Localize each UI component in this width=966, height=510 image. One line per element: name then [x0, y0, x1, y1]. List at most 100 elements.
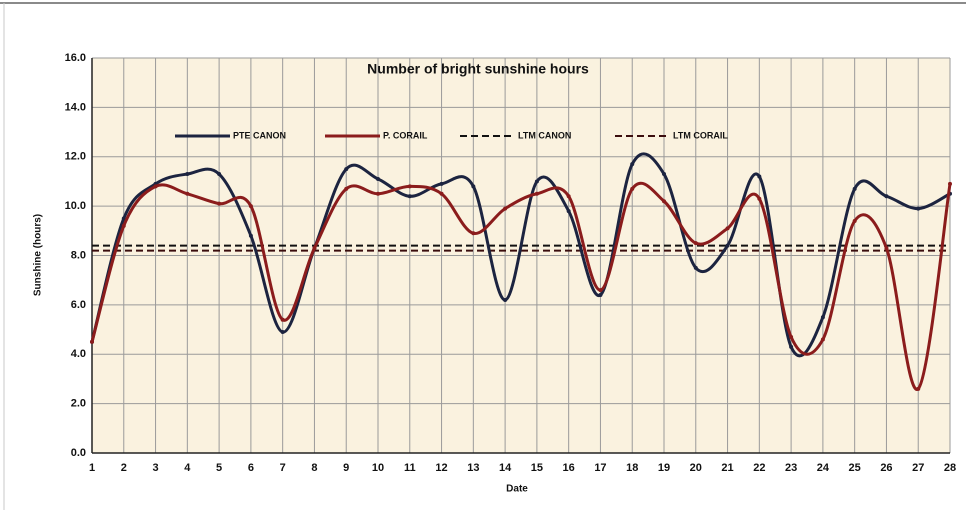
series-marker	[725, 226, 730, 231]
series-marker	[185, 191, 190, 196]
y-tick-label: 8.0	[71, 249, 86, 261]
series-marker	[916, 386, 921, 391]
series-marker	[248, 233, 253, 238]
series-marker	[534, 191, 539, 196]
legend: PTE CANON P. CORAIL LTM CANON LTM CORAIL	[175, 130, 728, 140]
series-marker	[662, 199, 666, 204]
x-tick-label: 7	[280, 462, 286, 474]
series-marker	[630, 162, 635, 167]
x-tick-label: 28	[944, 462, 956, 474]
series-marker	[312, 246, 317, 251]
series-marker	[217, 172, 222, 177]
x-tick-label: 5	[216, 462, 222, 474]
y-tick-label: 6.0	[71, 299, 86, 311]
series-marker	[820, 337, 825, 342]
series-marker	[90, 339, 94, 344]
y-tick-label: 10.0	[65, 200, 86, 212]
series-marker	[185, 172, 190, 177]
series-marker	[280, 330, 285, 335]
series-marker	[725, 243, 730, 248]
series-marker	[566, 209, 571, 214]
x-tick-label: 26	[880, 462, 892, 474]
series-marker	[598, 288, 603, 293]
series-marker	[280, 317, 285, 322]
legend-label: PTE CANON	[233, 130, 286, 140]
x-tick-label: 21	[721, 462, 733, 474]
x-tick-label: 25	[849, 462, 861, 474]
x-axis-label: Date	[506, 484, 528, 495]
series-marker	[534, 179, 539, 184]
x-tick-label: 14	[499, 462, 512, 474]
y-axis-label: Sunshine (hours)	[33, 214, 44, 296]
series-marker	[503, 297, 508, 302]
series-marker	[344, 186, 349, 191]
series-marker	[471, 231, 476, 236]
series-marker	[376, 191, 380, 196]
series-marker	[407, 194, 412, 199]
series-marker	[376, 176, 380, 181]
x-tick-label: 23	[785, 462, 797, 474]
series-marker	[439, 191, 444, 196]
series-marker	[916, 206, 921, 211]
series-marker	[503, 206, 508, 211]
x-tick-label: 2	[121, 462, 127, 474]
series-marker	[121, 216, 126, 221]
series-marker	[217, 201, 222, 206]
series-marker	[121, 223, 126, 228]
x-tick-label: 12	[435, 462, 447, 474]
legend-label: P. CORAIL	[383, 130, 428, 140]
y-tick-label: 2.0	[71, 398, 86, 410]
x-tick-label: 15	[531, 462, 543, 474]
series-marker	[471, 184, 476, 189]
series-marker	[693, 265, 698, 270]
x-tick-label: 20	[690, 462, 702, 474]
x-tick-label: 16	[563, 462, 575, 474]
series-marker	[407, 184, 412, 189]
x-tick-label: 27	[912, 462, 924, 474]
series-marker	[153, 184, 158, 189]
series-marker	[662, 172, 666, 177]
x-tick-label: 22	[753, 462, 765, 474]
y-tick-label: 4.0	[71, 348, 86, 360]
x-tick-label: 19	[658, 462, 670, 474]
series-marker	[789, 334, 794, 339]
y-tick-label: 0.0	[71, 447, 86, 459]
x-tick-label: 9	[343, 462, 349, 474]
series-marker	[789, 344, 794, 349]
y-tick-label: 14.0	[65, 101, 86, 113]
marks	[90, 152, 952, 391]
x-tick-label: 24	[817, 462, 830, 474]
x-tick-label: 13	[467, 462, 479, 474]
series-marker	[884, 194, 889, 199]
x-tick-label: 4	[184, 462, 191, 474]
series-marker	[757, 196, 762, 201]
series-marker	[948, 181, 952, 186]
series-marker	[566, 194, 571, 199]
series-marker	[630, 186, 635, 191]
y-tick-label: 12.0	[65, 151, 86, 163]
series-marker	[757, 174, 762, 179]
x-tick-label: 18	[626, 462, 638, 474]
series-marker	[852, 218, 857, 223]
series-marker	[248, 204, 253, 209]
x-tick-label: 6	[248, 462, 254, 474]
series-line	[90, 181, 952, 391]
x-tick-label: 8	[311, 462, 317, 474]
series-marker	[344, 167, 349, 172]
x-tick-label: 1	[89, 462, 95, 474]
series-line	[90, 152, 951, 358]
series-marker	[439, 181, 444, 186]
chart-title: Number of bright sunshine hours	[367, 61, 589, 77]
series-marker	[852, 186, 857, 191]
legend-label: LTM CANON	[518, 130, 571, 140]
x-tick-label: 3	[152, 462, 158, 474]
series-marker	[598, 293, 603, 297]
y-tick-label: 16.0	[65, 52, 86, 64]
x-tick-label: 10	[372, 462, 384, 474]
x-tick-label: 17	[594, 462, 606, 474]
series-marker	[820, 315, 825, 320]
grid: 0.02.04.06.08.010.012.014.016.01 2 3 4 5 6 7 8 9…	[65, 52, 957, 474]
series-marker	[693, 241, 698, 246]
legend-label: LTM CORAIL	[673, 130, 728, 140]
